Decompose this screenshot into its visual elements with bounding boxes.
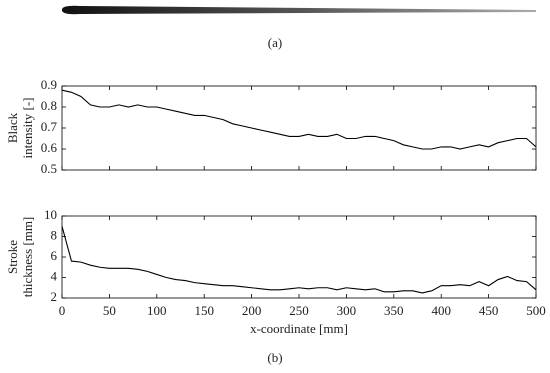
x-tick-label: 300 <box>337 303 357 318</box>
y-tick-label: 10 <box>44 207 57 222</box>
y-tick-label: 0.9 <box>41 77 57 92</box>
y-axis-label: thickness [mm] <box>20 217 35 298</box>
y-tick-label: 0.6 <box>41 140 58 155</box>
x-tick-label: 50 <box>103 303 116 318</box>
y-tick-label: 2 <box>51 289 58 304</box>
data-line <box>61 226 537 294</box>
y-tick-label: 0.8 <box>41 98 57 113</box>
y-axis-label: Black <box>5 112 20 143</box>
panel-label: (b) <box>267 350 282 365</box>
x-tick-label: 450 <box>479 303 499 318</box>
y-tick-label: 0.5 <box>41 161 57 176</box>
x-tick-label: 350 <box>384 303 404 318</box>
x-tick-label: 150 <box>194 303 214 318</box>
y-tick-label: 6 <box>51 248 58 263</box>
x-tick-label: 0 <box>59 303 66 318</box>
panel-label: (a) <box>268 35 282 50</box>
x-tick-label: 100 <box>147 303 167 318</box>
y-axis-label: Stroke <box>5 240 20 274</box>
x-tick-label: 200 <box>242 303 262 318</box>
stroke-image <box>62 5 536 15</box>
y-tick-label: 0.7 <box>41 119 58 134</box>
plot-frame <box>61 85 537 171</box>
y-tick-label: 8 <box>51 227 58 242</box>
y-tick-label: 4 <box>51 268 58 283</box>
y-axis-label: intensity [-] <box>20 97 35 158</box>
x-tick-label: 500 <box>526 303 546 318</box>
x-axis-label: x-coordinate [mm] <box>250 321 348 336</box>
x-tick-label: 250 <box>289 303 309 318</box>
data-line <box>61 89 537 150</box>
x-tick-label: 400 <box>431 303 451 318</box>
